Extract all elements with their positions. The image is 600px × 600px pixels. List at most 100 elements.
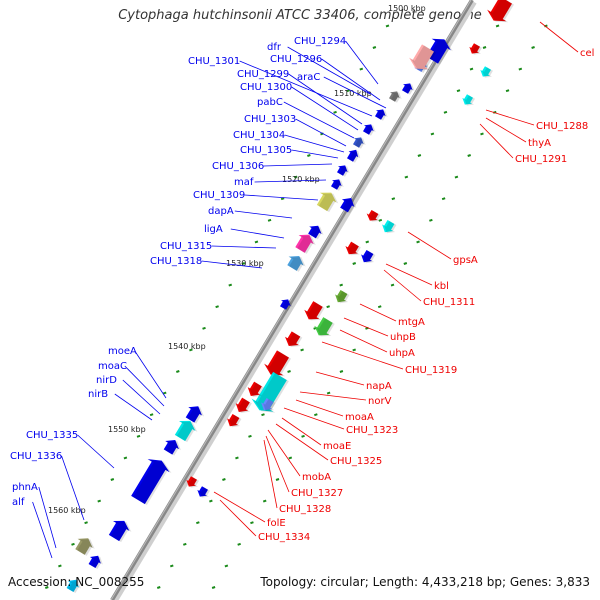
reverse-gene-label: folE bbox=[267, 518, 286, 529]
scale-tick bbox=[228, 283, 233, 287]
reverse-gene-label: mtgA bbox=[398, 317, 425, 328]
reverse-gene bbox=[285, 331, 303, 348]
scale-tick bbox=[365, 240, 370, 244]
gene-shadow bbox=[364, 125, 376, 136]
forward-gene-label: CHU_1309 bbox=[193, 190, 245, 201]
gene-arrow bbox=[366, 209, 379, 221]
forward-gene bbox=[388, 91, 402, 103]
genome-summary-text: Topology: circular; Length: 4,433,218 bp… bbox=[260, 575, 590, 589]
scale-tick bbox=[149, 413, 154, 417]
forward-gene bbox=[362, 124, 376, 136]
forward-gene-label: CHU_1296 bbox=[270, 54, 322, 65]
gene-shadow bbox=[363, 250, 376, 264]
forward-gene bbox=[346, 149, 361, 163]
gene-shadow bbox=[187, 407, 205, 424]
reverse-gene-label: CHU_1291 bbox=[515, 154, 567, 165]
scale-tick bbox=[480, 132, 484, 136]
scale-tick bbox=[307, 154, 311, 157]
reverse-gene-label: CHU_1334 bbox=[258, 532, 310, 543]
gene-shadow bbox=[348, 150, 361, 163]
gene-arrow bbox=[235, 397, 250, 413]
reverse-gene bbox=[251, 371, 289, 413]
reverse-gene-label: CHU_1327 bbox=[291, 488, 343, 499]
gene-arrow bbox=[186, 476, 198, 487]
reverse-gene bbox=[382, 219, 397, 234]
forward-gene bbox=[88, 555, 103, 570]
scale-tick bbox=[429, 218, 433, 222]
reverse-gene-label: gpsA bbox=[453, 255, 478, 266]
scale-tick bbox=[416, 240, 420, 244]
gene-arrow bbox=[108, 520, 130, 542]
scale-tick bbox=[211, 586, 216, 589]
gene-shadow bbox=[188, 477, 200, 488]
gene-arrow bbox=[362, 124, 374, 135]
scale-tick bbox=[441, 197, 446, 201]
gene-shadow bbox=[471, 44, 483, 55]
reverse-gene bbox=[247, 381, 264, 398]
gene-arrow bbox=[304, 301, 323, 320]
backbone-highlight bbox=[110, 0, 472, 600]
scale-tick bbox=[224, 564, 229, 568]
scale-tick bbox=[346, 89, 350, 93]
reverse-gene bbox=[304, 301, 325, 321]
gene-arrow bbox=[185, 406, 203, 423]
scale-tick bbox=[44, 586, 49, 589]
gene-shadow bbox=[266, 351, 292, 377]
gene-shadow bbox=[384, 220, 397, 234]
scale-tick bbox=[196, 521, 200, 525]
scale-tick bbox=[123, 456, 128, 460]
reverse-leader-line bbox=[263, 439, 278, 509]
scale-tick bbox=[261, 413, 265, 417]
gene-arrow bbox=[308, 225, 322, 239]
forward-gene-label: CHU_1301 bbox=[188, 56, 240, 67]
forward-leader-line bbox=[32, 501, 53, 559]
forward-gene-label: CHU_1315 bbox=[160, 241, 212, 252]
scale-tick bbox=[359, 67, 364, 71]
scale-tick bbox=[456, 89, 461, 93]
forward-leader-line bbox=[124, 365, 165, 407]
forward-gene-label: nirD bbox=[96, 375, 117, 386]
forward-gene bbox=[352, 137, 366, 149]
scale-label: 1550 kbp bbox=[108, 425, 146, 434]
reverse-gene bbox=[235, 397, 252, 414]
scale-tick bbox=[404, 175, 409, 179]
gene-shadow bbox=[287, 332, 303, 348]
scale-tick bbox=[189, 348, 193, 352]
forward-leader-line bbox=[291, 149, 339, 159]
gene-shadow bbox=[316, 318, 335, 337]
gene-arrow bbox=[425, 38, 451, 64]
gene-arrow bbox=[352, 137, 364, 148]
scale-label: 1520 kbp bbox=[282, 175, 320, 184]
gene-arrow bbox=[287, 255, 304, 271]
reverse-leader-line bbox=[385, 263, 433, 286]
forward-leader-line bbox=[291, 86, 359, 131]
scale-tick bbox=[182, 542, 187, 546]
forward-gene-label: CHU_1306 bbox=[212, 161, 264, 172]
reverse-gene bbox=[345, 241, 361, 256]
gene-shadow bbox=[263, 398, 276, 412]
scale-tick bbox=[339, 370, 344, 373]
reverse-gene bbox=[361, 249, 376, 264]
gene-arrow bbox=[316, 192, 337, 212]
reverse-leader-line bbox=[539, 21, 579, 53]
forward-gene bbox=[425, 38, 453, 65]
backbone-layer bbox=[110, 0, 477, 600]
gene-shadow bbox=[376, 110, 388, 121]
forward-gene-label: pabC bbox=[257, 97, 283, 108]
scale-tick bbox=[110, 478, 115, 481]
reverse-leader-line bbox=[265, 435, 290, 493]
gene-shadow bbox=[390, 92, 402, 103]
scale-tick bbox=[288, 456, 293, 460]
forward-leader-line bbox=[284, 134, 345, 153]
forward-gene-label: dfr bbox=[267, 42, 282, 53]
scale-tick bbox=[454, 175, 459, 179]
forward-leader-line bbox=[288, 73, 363, 125]
gene-shadow bbox=[464, 95, 476, 106]
gene-arrow bbox=[264, 350, 290, 376]
scale-tick bbox=[301, 434, 305, 438]
scale-tick bbox=[339, 283, 344, 287]
gene-shadow bbox=[368, 210, 381, 222]
forward-gene bbox=[66, 579, 81, 594]
